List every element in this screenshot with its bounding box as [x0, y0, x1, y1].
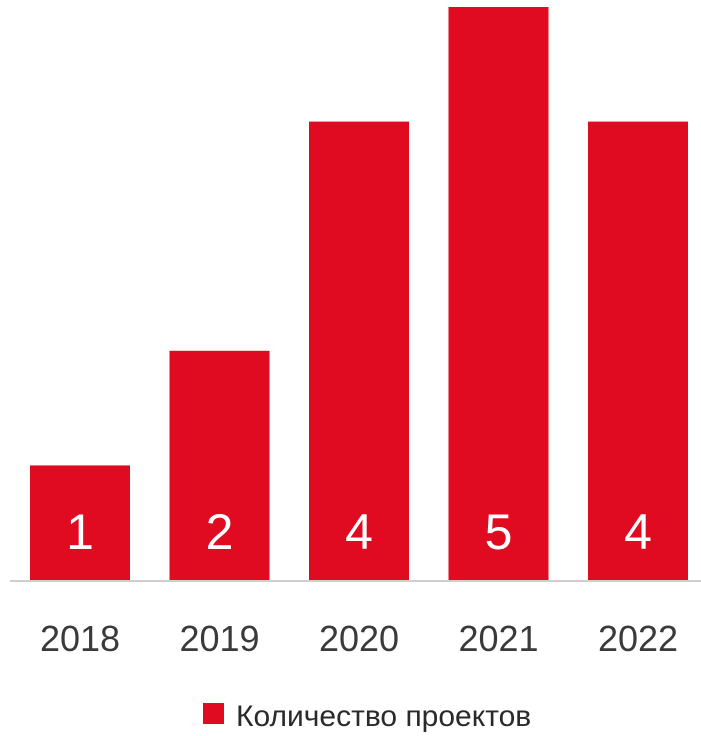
data-label-2018: 1	[66, 504, 94, 560]
x-tick-labels-group: 2018 2019 2020 2021 2022	[40, 618, 678, 659]
bar-2022	[588, 121, 688, 580]
legend-swatch	[203, 703, 224, 724]
bar-2019	[169, 350, 270, 580]
bar-2021	[448, 7, 549, 580]
data-label-2022: 4	[624, 504, 652, 560]
legend-label: Количество проектов	[236, 700, 531, 733]
x-tick-label-2018: 2018	[40, 618, 120, 659]
legend: Количество проектов	[203, 700, 531, 733]
data-label-2021: 5	[485, 504, 513, 560]
bar-2020	[309, 121, 409, 580]
data-label-2019: 2	[206, 504, 234, 560]
bars-group	[30, 7, 688, 580]
value-labels-group: 1 2 4 5 4	[66, 504, 652, 560]
x-tick-label-2019: 2019	[179, 618, 259, 659]
data-label-2020: 4	[345, 504, 373, 560]
x-tick-label-2022: 2022	[598, 618, 678, 659]
bar-2018	[30, 465, 130, 580]
x-tick-label-2020: 2020	[319, 618, 399, 659]
x-tick-label-2021: 2021	[458, 618, 538, 659]
